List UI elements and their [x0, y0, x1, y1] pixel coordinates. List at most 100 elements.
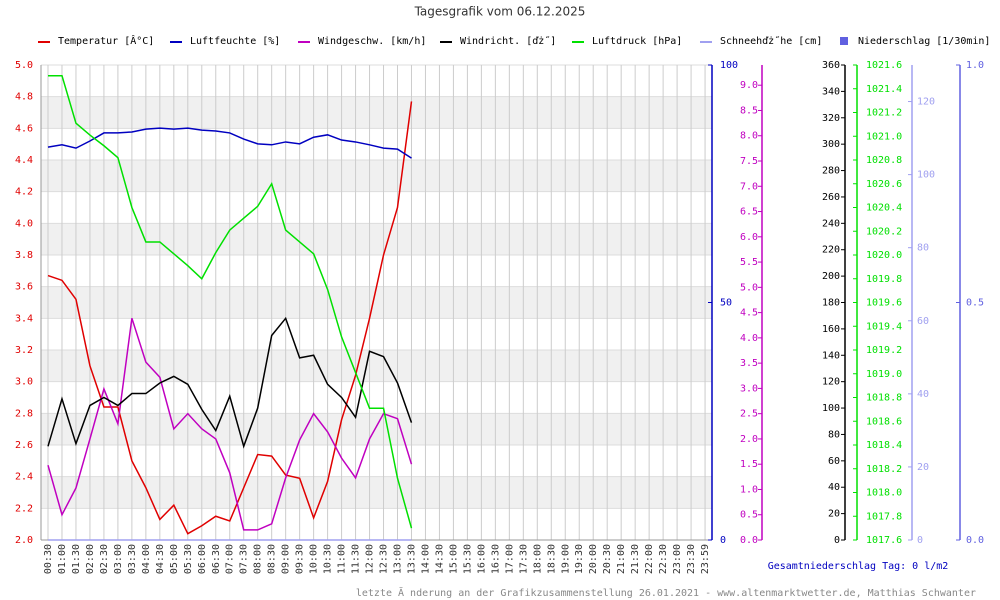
x-tick-label: 01:00 — [57, 544, 68, 574]
y-tick-label: 4.6 — [15, 123, 33, 134]
y-tick-label: 1018.4 — [866, 440, 902, 451]
grid-band — [41, 223, 712, 255]
x-tick-label: 19:30 — [574, 544, 585, 574]
x-tick-label: 13:30 — [406, 544, 417, 574]
x-tick-label: 18:30 — [546, 544, 557, 574]
y-tick-label: 4.0 — [15, 218, 33, 229]
x-tick-label: 07:30 — [239, 544, 250, 574]
x-tick-label: 12:30 — [379, 544, 390, 574]
x-tick-label: 14:00 — [420, 544, 431, 574]
y-tick-label: 60 — [828, 456, 840, 467]
y-tick-label: 4.0 — [740, 333, 758, 344]
x-tick-label: 10:30 — [323, 544, 334, 574]
y-tick-label: 120 — [822, 377, 840, 388]
y-tick-label: 0 — [720, 535, 726, 546]
y-tick-label: 1.0 — [740, 484, 758, 495]
legend-label: Windricht. [ďż˝] — [460, 35, 556, 47]
y-tick-label: 1018.6 — [866, 416, 902, 427]
y-tick-label: 340 — [822, 86, 840, 97]
y-tick-label: 4.2 — [15, 187, 33, 198]
y-tick-label: 0.5 — [740, 510, 758, 521]
footer: letzte Ă nderung an der Grafikzusammenst… — [356, 586, 976, 599]
series-line — [47, 127, 412, 159]
x-tick-label: 16:30 — [490, 544, 501, 574]
x-tick-label: 19:00 — [560, 544, 571, 574]
x-tick-label: 23:59 — [700, 544, 711, 574]
y-tick-label: 6.5 — [740, 207, 758, 218]
legend-label: Luftfeuchte [%] — [190, 36, 280, 47]
grid-band — [41, 350, 712, 382]
x-tick-label: 10:00 — [309, 544, 320, 574]
x-tick-label: 06:00 — [197, 544, 208, 574]
y-tick-label: 1021.2 — [866, 108, 902, 119]
grid-band — [41, 286, 712, 319]
y-tick-label: 2.8 — [15, 408, 33, 419]
x-tick-label: 04:00 — [141, 544, 152, 574]
x-tick-label: 03:30 — [127, 544, 138, 574]
y-tick-label: 200 — [822, 271, 840, 282]
grid-band — [41, 96, 712, 129]
y-tick-label: 3.0 — [15, 377, 33, 388]
y-tick-label: 9.0 — [740, 80, 758, 91]
y-tick-label: 6.0 — [740, 232, 758, 243]
y-tick-label: 4.5 — [740, 308, 758, 319]
y-tick-label: 4.4 — [15, 155, 33, 166]
y-tick-label: 1.5 — [740, 459, 758, 470]
y-tick-label: 1021.4 — [866, 84, 902, 95]
legend-label: Luftdruck [hPa] — [592, 36, 682, 47]
x-tick-label: 00:30 — [43, 544, 54, 574]
series-line — [47, 101, 413, 535]
y-tick-label: 3.4 — [15, 313, 33, 324]
y-tick-label: 3.5 — [740, 358, 758, 369]
y-tick-label: 0 — [834, 535, 840, 546]
legend-label: Windgeschw. [km/h] — [318, 36, 426, 47]
y-tick-label: 50 — [720, 298, 732, 309]
y-tick-label: 2.2 — [15, 503, 33, 514]
y-tick-label: 0.0 — [966, 535, 984, 546]
y-tick-label: 100 — [917, 170, 935, 181]
y-tick-label: 1021.0 — [866, 131, 902, 142]
y-tick-label: 3.8 — [15, 250, 33, 261]
x-tick-label: 06:30 — [211, 544, 222, 574]
y-tick-label: 1019.8 — [866, 274, 902, 285]
x-tick-label: 23:00 — [672, 544, 683, 574]
y-tick-label: 1019.2 — [866, 345, 902, 356]
x-tick-label: 17:30 — [518, 544, 529, 574]
y-tick-label: 1017.8 — [866, 511, 902, 522]
y-tick-label: 2.0 — [740, 434, 758, 445]
y-tick-label: 100 — [720, 60, 738, 71]
x-tick-label: 13:00 — [393, 544, 404, 574]
grid-band — [41, 413, 712, 445]
legend-label: Temperatur [Â°C] — [58, 34, 154, 47]
x-tick-label: 09:00 — [281, 544, 292, 574]
y-tick-label: 100 — [822, 403, 840, 414]
y-tick-label: 5.0 — [740, 282, 758, 293]
y-tick-label: 280 — [822, 166, 840, 177]
y-tick-label: 7.0 — [740, 181, 758, 192]
y-tick-label: 1018.2 — [866, 464, 902, 475]
x-tick-label: 23:30 — [686, 544, 697, 574]
y-tick-label: 1019.4 — [866, 321, 902, 332]
y-tick-label: 1020.4 — [866, 203, 902, 214]
y-tick-label: 40 — [828, 482, 840, 493]
y-tick-label: 8.0 — [740, 131, 758, 142]
y-tick-label: 2.6 — [15, 440, 33, 451]
y-tick-label: 4.8 — [15, 92, 33, 103]
y-tick-label: 80 — [917, 243, 929, 254]
y-tick-label: 0 — [917, 535, 923, 546]
y-tick-label: 240 — [822, 218, 840, 229]
x-tick-label: 02:30 — [99, 544, 110, 574]
y-tick-label: 2.4 — [15, 472, 33, 483]
x-tick-label: 15:30 — [462, 544, 473, 574]
x-tick-label: 05:30 — [183, 544, 194, 574]
x-tick-label: 15:00 — [448, 544, 459, 574]
y-tick-label: 5.5 — [740, 257, 758, 268]
series-line — [48, 74, 413, 529]
x-tick-label: 09:30 — [295, 544, 306, 574]
y-tick-label: 3.0 — [740, 383, 758, 394]
x-tick-label: 02:00 — [85, 544, 96, 574]
y-tick-label: 1.0 — [966, 60, 984, 71]
y-tick-label: 180 — [822, 298, 840, 309]
y-tick-label: 20 — [917, 462, 929, 473]
